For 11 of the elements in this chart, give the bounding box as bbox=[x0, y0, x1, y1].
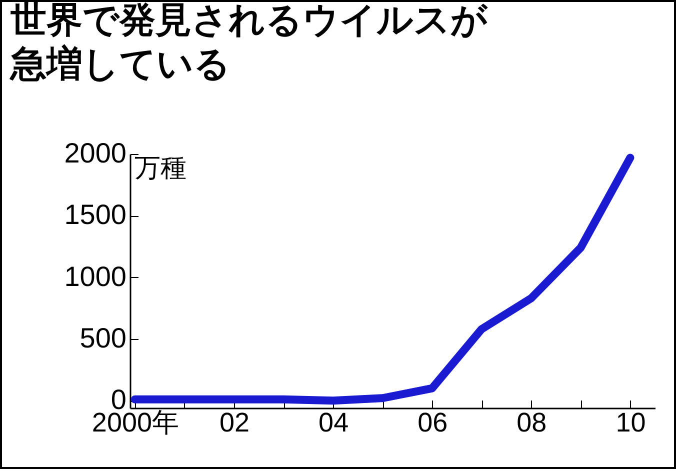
x-tick-label: 04 bbox=[318, 408, 349, 438]
y-tick-label: 1500 bbox=[64, 199, 126, 230]
x-tick-label: 08 bbox=[516, 408, 547, 438]
chart-title: 世界で発見されるウイルスが急増している bbox=[8, 0, 489, 84]
y-axis-title: 万種 bbox=[134, 152, 186, 182]
x-tick-label: 10 bbox=[616, 408, 646, 438]
y-tick-label: 500 bbox=[80, 322, 126, 354]
x-tick-label: 06 bbox=[418, 408, 448, 438]
y-tick-label: 1000 bbox=[64, 260, 126, 292]
y-tick-label: 2000 bbox=[64, 138, 126, 168]
x-tick-label: 02 bbox=[219, 408, 250, 438]
